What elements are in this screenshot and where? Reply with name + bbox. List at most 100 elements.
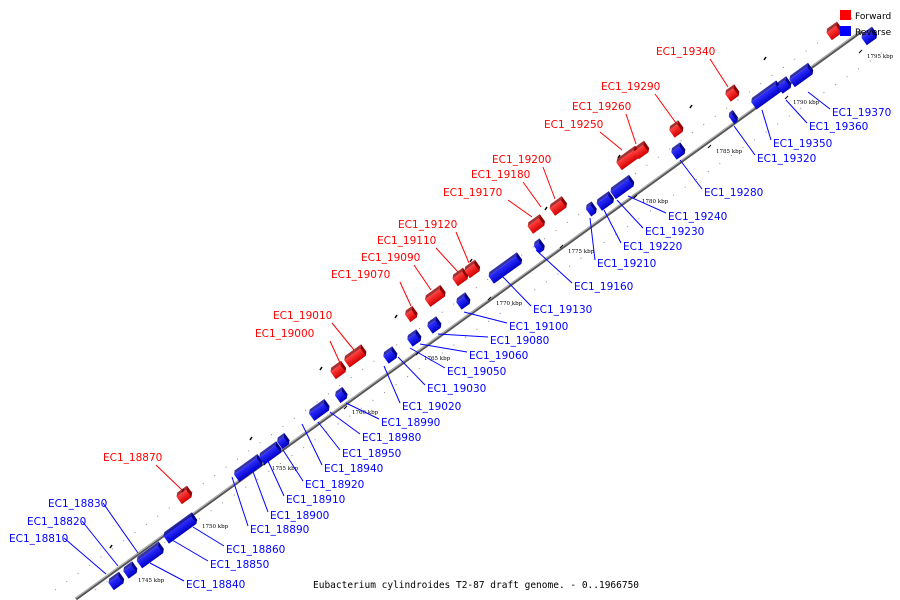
- reverse-gene-block[interactable]: [584, 201, 598, 217]
- reverse-gene-label[interactable]: EC1_18840: [186, 579, 245, 591]
- tick-label: 1795 kbp: [867, 54, 894, 60]
- reverse-gene-block[interactable]: [162, 512, 199, 544]
- forward-gene-label[interactable]: EC1_18870: [103, 452, 162, 464]
- tick-label: 1790 kbp: [793, 100, 820, 106]
- reverse-gene-label[interactable]: EC1_18950: [342, 448, 401, 460]
- reverse-leader-line: [317, 421, 341, 451]
- forward-gene-block[interactable]: [632, 140, 651, 160]
- reverse-gene-block-top: [259, 441, 277, 458]
- reverse-gene-label[interactable]: EC1_18990: [381, 417, 440, 429]
- reverse-gene-label[interactable]: EC1_19130: [533, 304, 592, 316]
- forward-gene-block[interactable]: [329, 360, 348, 380]
- reverse-gene-label[interactable]: EC1_19080: [490, 335, 549, 347]
- reverse-gene-block[interactable]: [232, 453, 264, 482]
- tick-mark: [707, 144, 712, 149]
- reverse-gene-block-face: [585, 205, 597, 217]
- reverse-gene-label[interactable]: EC1_18910: [286, 494, 345, 506]
- reverse-gene-block[interactable]: [776, 76, 794, 94]
- forward-gene-block[interactable]: [175, 485, 194, 505]
- reverse-gene-block[interactable]: [406, 329, 424, 347]
- reverse-leader-line: [282, 449, 304, 482]
- reverse-gene-block[interactable]: [107, 571, 126, 591]
- reverse-gene-label[interactable]: EC1_19020: [402, 401, 461, 413]
- forward-gene-block[interactable]: [548, 196, 569, 216]
- reverse-leader-line: [166, 536, 209, 562]
- reverse-gene-label[interactable]: EC1_19100: [509, 321, 568, 333]
- reverse-gene-label[interactable]: EC1_19240: [668, 211, 727, 223]
- reverse-gene-block[interactable]: [532, 238, 546, 254]
- reverse-gene-block[interactable]: [455, 292, 473, 310]
- reverse-gene-block[interactable]: [595, 191, 616, 211]
- reverse-gene-block[interactable]: [333, 386, 349, 403]
- reverse-gene-block[interactable]: [258, 441, 284, 465]
- forward-gene-block[interactable]: [526, 214, 547, 234]
- forward-gene-block[interactable]: [724, 84, 742, 102]
- reverse-gene-block[interactable]: [727, 109, 740, 124]
- reverse-gene-label[interactable]: EC1_19320: [757, 153, 816, 165]
- reverse-gene-label[interactable]: EC1_18810: [9, 533, 68, 545]
- reverse-gene-block[interactable]: [135, 541, 166, 569]
- reverse-gene-label[interactable]: EC1_19050: [447, 366, 506, 378]
- forward-gene-block[interactable]: [423, 284, 447, 307]
- forward-gene-label[interactable]: EC1_19110: [377, 235, 436, 247]
- reverse-gene-label[interactable]: EC1_18980: [362, 432, 421, 444]
- reverse-gene-label[interactable]: EC1_18830: [48, 498, 107, 510]
- reverse-gene-block[interactable]: [860, 26, 879, 46]
- forward-gene-label[interactable]: EC1_19070: [331, 269, 390, 281]
- reverse-gene-label[interactable]: EC1_18820: [27, 516, 86, 528]
- forward-gene-block-top: [464, 259, 475, 271]
- forward-gene-label[interactable]: EC1_19200: [492, 154, 551, 166]
- forward-gene-block-top: [425, 284, 441, 300]
- reverse-gene-label[interactable]: EC1_19360: [809, 121, 868, 133]
- reverse-gene-label[interactable]: EC1_18900: [270, 510, 329, 522]
- forward-gene-label[interactable]: EC1_19010: [273, 310, 332, 322]
- forward-gene-block[interactable]: [403, 305, 419, 322]
- reverse-leader-line: [603, 209, 622, 244]
- forward-gene-block[interactable]: [343, 344, 369, 368]
- forward-gene-block[interactable]: [463, 259, 482, 279]
- reverse-gene-label[interactable]: EC1_19280: [704, 187, 763, 199]
- forward-gene-label[interactable]: EC1_19120: [398, 219, 457, 231]
- forward-gene-block-top: [452, 267, 463, 279]
- forward-gene-block[interactable]: [668, 120, 686, 138]
- forward-gene-label[interactable]: EC1_19250: [544, 119, 603, 131]
- reverse-gene-block[interactable]: [426, 316, 444, 334]
- reverse-gene-label[interactable]: EC1_19060: [469, 350, 528, 362]
- reverse-gene-label[interactable]: EC1_19210: [597, 258, 656, 270]
- reverse-gene-label[interactable]: EC1_18940: [324, 463, 383, 475]
- feature-marker: [763, 56, 767, 61]
- reverse-gene-block[interactable]: [275, 432, 291, 449]
- reverse-gene-label[interactable]: EC1_18890: [250, 524, 309, 536]
- reverse-gene-label[interactable]: EC1_19350: [773, 138, 832, 150]
- reverse-gene-label[interactable]: EC1_18850: [210, 559, 269, 571]
- forward-gene-label[interactable]: EC1_19170: [443, 187, 502, 199]
- reverse-gene-label[interactable]: EC1_19370: [832, 107, 891, 119]
- forward-gene-block-top: [344, 344, 362, 361]
- reverse-gene-block[interactable]: [609, 174, 636, 200]
- reverse-gene-block[interactable]: [307, 398, 331, 421]
- reverse-gene-block[interactable]: [788, 62, 815, 88]
- reverse-leader-line: [733, 125, 756, 156]
- reverse-gene-block[interactable]: [487, 252, 524, 284]
- forward-gene-label[interactable]: EC1_19180: [471, 169, 530, 181]
- reverse-gene-label[interactable]: EC1_18920: [305, 479, 364, 491]
- reverse-gene-label[interactable]: EC1_18860: [226, 544, 285, 556]
- reverse-gene-label[interactable]: EC1_19220: [623, 241, 682, 253]
- forward-gene-label[interactable]: EC1_19260: [572, 101, 631, 113]
- reverse-gene-block[interactable]: [122, 561, 140, 579]
- reverse-gene-block[interactable]: [749, 80, 783, 110]
- reverse-gene-block-face: [789, 66, 813, 88]
- forward-leader-line: [507, 199, 533, 218]
- forward-leader-line: [155, 464, 183, 491]
- reverse-gene-label[interactable]: EC1_19030: [427, 383, 486, 395]
- forward-gene-label[interactable]: EC1_19290: [601, 81, 660, 93]
- forward-gene-block[interactable]: [825, 21, 844, 41]
- reverse-gene-label[interactable]: EC1_19160: [574, 281, 633, 293]
- forward-gene-label[interactable]: EC1_19090: [361, 252, 420, 264]
- forward-gene-label[interactable]: EC1_19340: [656, 46, 715, 58]
- reverse-gene-label[interactable]: EC1_19230: [645, 226, 704, 238]
- reverse-gene-block[interactable]: [382, 346, 400, 364]
- forward-gene-label[interactable]: EC1_19000: [255, 328, 314, 340]
- reverse-gene-block[interactable]: [670, 142, 688, 160]
